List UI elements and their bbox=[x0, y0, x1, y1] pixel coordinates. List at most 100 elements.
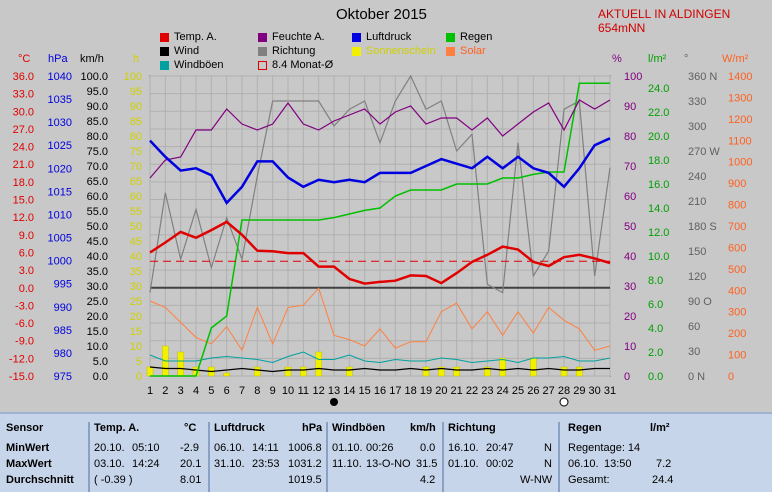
sunshine-bar bbox=[346, 366, 353, 377]
weather-chart: 36.033.030.027.024.021.018.015.012.09.06… bbox=[8, 53, 753, 407]
axis-tick-sun: 30 bbox=[130, 281, 142, 293]
legend-label: Solar bbox=[460, 45, 486, 57]
legend-swatch bbox=[352, 32, 361, 42]
axis-tick-pressure: 1040 bbox=[48, 71, 72, 83]
axis-tick-rain: 4.0 bbox=[648, 323, 663, 335]
legend-label: Feuchte A. bbox=[272, 31, 325, 43]
axis-tick-temp: 21.0 bbox=[13, 159, 34, 171]
x-tick-label: 17 bbox=[389, 385, 401, 397]
axis-tick-wind: 80.0 bbox=[87, 131, 108, 143]
legend-label: Luftdruck bbox=[366, 31, 412, 43]
axis-tick-solar: 200 bbox=[728, 328, 746, 340]
legend-label: Windböen bbox=[174, 59, 224, 71]
legend-item: Sonnenschein bbox=[352, 45, 436, 57]
axis-tick-solar: 700 bbox=[728, 221, 746, 233]
axis-tick-wind: 100.0 bbox=[80, 71, 108, 83]
axis-tick-pressure: 1030 bbox=[48, 117, 72, 129]
gust-column: Windböen km/h 01.10. 00:26 0.0 11.10. 13-O-… bbox=[326, 422, 442, 492]
axis-tick-humidity: 20 bbox=[624, 311, 636, 323]
axis-tick-wind: 25.0 bbox=[87, 296, 108, 308]
axis-tick-temp: 0.0 bbox=[19, 283, 34, 295]
legend-swatch bbox=[446, 46, 455, 56]
axis-tick-rain: 24.0 bbox=[648, 83, 669, 95]
axis-tick-rain: 2.0 bbox=[648, 347, 663, 359]
station-status: AKTUELL IN ALDINGEN 654mNN bbox=[598, 7, 731, 35]
legend-label: Richtung bbox=[272, 45, 316, 57]
series-line-solar bbox=[149, 287, 611, 352]
axis-tick-wind: 5.0 bbox=[93, 356, 108, 368]
legend-item: Luftdruck bbox=[352, 31, 411, 43]
stats-table: Sensor MinWert MaxWert Durchschnitt Temp… bbox=[0, 412, 772, 492]
axis-tick-temp: -6.0 bbox=[15, 318, 34, 330]
x-tick-label: 19 bbox=[420, 385, 432, 397]
axis-tick-wind: 70.0 bbox=[87, 161, 108, 173]
axis-tick-solar: 900 bbox=[728, 178, 746, 190]
axis-tick-solar: 1000 bbox=[728, 157, 752, 169]
series-line-richtung bbox=[149, 74, 611, 294]
sensor-column: Sensor MinWert MaxWert Durchschnitt bbox=[6, 422, 74, 486]
legend-item: Temp. A. bbox=[160, 31, 217, 43]
axis-label-pressure: hPa bbox=[48, 53, 68, 65]
legend-label: Regen bbox=[460, 31, 493, 43]
legend-swatch bbox=[258, 32, 267, 42]
x-tick-label: 25 bbox=[512, 385, 524, 397]
axis-tick-pressure: 1005 bbox=[48, 233, 72, 245]
axis-tick-temp: 30.0 bbox=[13, 106, 34, 118]
legend-label: Wind bbox=[174, 45, 200, 57]
axis-tick-humidity: 30 bbox=[624, 281, 636, 293]
axis-tick-sun: 95 bbox=[130, 86, 142, 98]
axis-tick-humidity: 10 bbox=[624, 341, 636, 353]
temp-column: Temp. A. °C 20.10. 05:10 -2.9 03.10. 14:24 2… bbox=[88, 422, 208, 492]
series-line-feuchte-a- bbox=[149, 99, 611, 179]
series-line-temp-a- bbox=[149, 220, 611, 285]
axis-tick-pressure: 980 bbox=[54, 348, 72, 360]
series-line-luftdruck bbox=[149, 137, 611, 205]
axis-label-rain: l/m² bbox=[648, 53, 667, 65]
sunshine-bar bbox=[223, 372, 230, 377]
legend-item: 8.4 Monat-Ø bbox=[258, 59, 333, 71]
axis-tick-pressure: 975 bbox=[54, 371, 72, 383]
axis-tick-wind: 60.0 bbox=[87, 191, 108, 203]
axis-tick-pressure: 985 bbox=[54, 325, 72, 337]
x-tick-label: 13 bbox=[328, 385, 340, 397]
axis-tick-sun: 80 bbox=[130, 131, 142, 143]
axis-tick-wind: 50.0 bbox=[87, 221, 108, 233]
axis-tick-wind: 95.0 bbox=[87, 86, 108, 98]
axis-tick-wind: 15.0 bbox=[87, 326, 108, 338]
x-tick-label: 1 bbox=[147, 385, 153, 397]
axis-tick-temp: 27.0 bbox=[13, 124, 34, 136]
axis-label-direction: ° bbox=[684, 53, 688, 65]
axis-tick-wind: 35.0 bbox=[87, 266, 108, 278]
axis-label-temp: °C bbox=[18, 53, 30, 65]
axis-tick-solar: 100 bbox=[728, 350, 746, 362]
x-tick-label: 12 bbox=[313, 385, 325, 397]
axis-tick-temp: -12.0 bbox=[9, 353, 34, 365]
x-tick-label: 21 bbox=[451, 385, 463, 397]
axis-tick-sun: 5 bbox=[136, 356, 142, 368]
axis-tick-humidity: 50 bbox=[624, 221, 636, 233]
axis-tick-rain: 0.0 bbox=[648, 371, 663, 383]
axis-tick-solar: 600 bbox=[728, 242, 746, 254]
sunshine-bar bbox=[530, 357, 537, 377]
x-tick-label: 7 bbox=[239, 385, 245, 397]
axis-tick-direction: 150 bbox=[688, 246, 706, 258]
axis-tick-temp: -15.0 bbox=[9, 371, 34, 383]
axis-label-humidity: % bbox=[612, 53, 622, 65]
sunshine-bar bbox=[177, 351, 184, 377]
axis-tick-direction: 30 bbox=[688, 346, 700, 358]
sunshine-bar bbox=[422, 366, 430, 377]
x-tick-label: 26 bbox=[527, 385, 539, 397]
axis-tick-rain: 8.0 bbox=[648, 275, 663, 287]
legend-item: Regen bbox=[446, 31, 492, 43]
axis-label-wind: km/h bbox=[80, 53, 104, 65]
x-tick-label: 11 bbox=[298, 385, 309, 397]
axis-tick-wind: 90.0 bbox=[87, 101, 108, 113]
legend-label: Sonnenschein bbox=[366, 45, 436, 57]
axis-tick-temp: 18.0 bbox=[13, 177, 34, 189]
axis-tick-wind: 45.0 bbox=[87, 236, 108, 248]
axis-tick-humidity: 100 bbox=[624, 71, 642, 83]
x-tick-label: 28 bbox=[558, 385, 570, 397]
sunshine-bar bbox=[438, 366, 445, 377]
axis-tick-temp: 3.0 bbox=[19, 265, 34, 277]
sunshine-bar bbox=[146, 366, 154, 377]
